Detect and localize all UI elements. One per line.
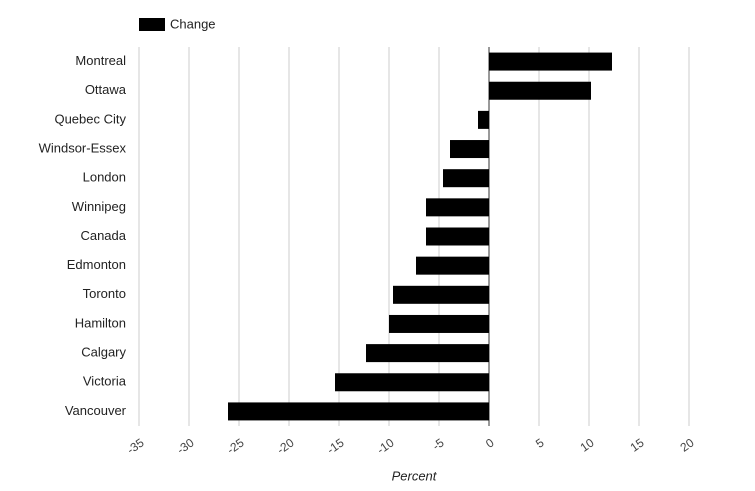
x-tick-label: 10 (578, 435, 597, 454)
bar (478, 110, 489, 129)
x-tick-label: -5 (430, 435, 447, 453)
y-tick-label: Ottawa (85, 82, 127, 97)
bar (228, 402, 489, 421)
bar (426, 198, 489, 217)
x-tick-label: -15 (324, 435, 347, 457)
y-tick-label: Canada (80, 228, 126, 243)
y-tick-label: Montreal (75, 53, 126, 68)
y-tick-label: Edmonton (67, 257, 126, 272)
x-tick-label: -35 (124, 435, 147, 457)
x-axis-label: Percent (392, 468, 438, 483)
x-tick-label: -30 (174, 435, 197, 457)
bar (426, 227, 489, 246)
y-tick-label: Windsor-Essex (39, 140, 127, 155)
bar (335, 373, 489, 392)
bar (443, 169, 489, 188)
y-tick-label: Calgary (81, 345, 126, 360)
bar (450, 140, 489, 159)
y-tick-label: Quebec City (54, 111, 126, 126)
x-tick-label: 20 (678, 435, 697, 454)
bar (366, 344, 489, 363)
y-tick-label: Winnipeg (72, 199, 126, 214)
x-tick-label: -20 (274, 435, 297, 457)
y-tick-label: Victoria (83, 374, 127, 389)
bar (416, 256, 489, 275)
y-tick-label: Hamilton (75, 315, 126, 330)
x-tick-label: 15 (628, 435, 647, 454)
bar (489, 81, 591, 100)
x-tick-label: -25 (224, 435, 247, 457)
legend-swatch (139, 18, 165, 31)
y-tick-label: London (83, 170, 126, 185)
y-tick-label: Toronto (83, 286, 126, 301)
legend-label: Change (170, 16, 216, 31)
y-tick-label: Vancouver (65, 403, 127, 418)
x-tick-label: -10 (374, 435, 397, 457)
x-tick-label: 0 (483, 435, 497, 450)
bar (389, 314, 489, 333)
bar (489, 52, 612, 71)
bar (393, 285, 489, 304)
x-tick-label: 5 (533, 435, 547, 450)
